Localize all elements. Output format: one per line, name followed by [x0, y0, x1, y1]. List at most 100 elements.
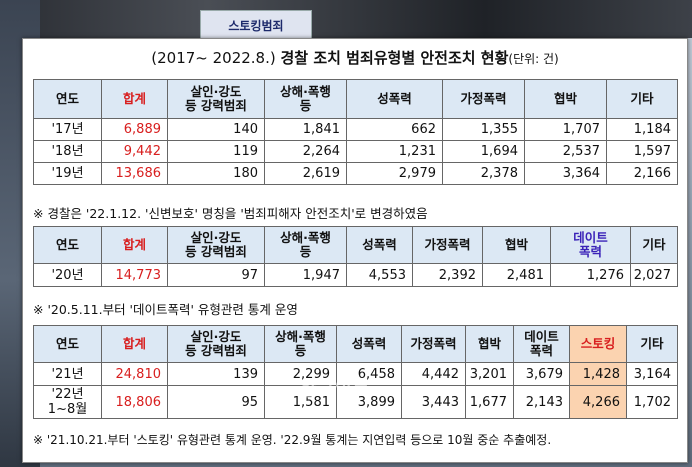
value-cell: 1,841	[264, 118, 347, 141]
column-header: 가정폭력	[442, 79, 525, 119]
table-header-row: 연도 합계 살인·강도 등 강력범죄 상해·폭행 등 성폭력 가정폭력 협박 기타	[33, 79, 678, 119]
value-cell: 140	[167, 118, 265, 141]
column-header: 살인·강도 등 강력범죄	[167, 325, 265, 363]
table-header-row: 연도 합계 살인·강도 등 강력범죄 상해·폭행 등 성폭력 가정폭력 협박 데이트 폭력 스토킹 기타	[33, 325, 678, 363]
column-header: 살인·강도 등 강력범죄	[167, 226, 265, 264]
column-header: 데이트 폭력	[550, 226, 631, 264]
value-cell: 2,264	[264, 140, 347, 163]
table-row: '20년 14,773 97 1,947 4,553 2,392 2,481 1,276 2,0…	[33, 263, 678, 287]
year-cell: '21년	[33, 362, 102, 386]
value-cell: 1,581	[264, 385, 337, 419]
table-2020: 연도 합계 살인·강도 등 강력범죄 상해·폭행 등 성폭력 가정폭력 협박 데이트 폭력 기타 '20…	[33, 226, 678, 287]
column-header: 합계	[101, 325, 168, 363]
tv-caption-label: 스토킹범죄	[228, 19, 284, 33]
column-header: 데이트 폭력	[513, 325, 570, 363]
column-header: 협박	[482, 226, 551, 264]
value-cell: 3,201	[465, 362, 514, 386]
table-row: '17년 6,889 140 1,841 662 1,355 1,707 1,184	[33, 118, 678, 141]
column-header: 합계	[101, 226, 168, 264]
value-cell: 119	[167, 140, 265, 163]
value-cell: 4,553	[346, 263, 413, 287]
title-unit: (단위: 건)	[508, 52, 559, 66]
table-2017-2019: 연도 합계 살인·강도 등 강력범죄 상해·폭행 등 성폭력 가정폭력 협박 기타 '17년 6,88…	[33, 79, 678, 185]
title-main: 경찰 조치 범죄유형별 안전조치 현황	[280, 49, 509, 67]
value-cell: 24,810	[101, 362, 168, 386]
table-row: '19년 13,686 180 2,619 2,979 2,378 3,364 2,166	[33, 162, 678, 185]
column-header: 성폭력	[346, 79, 443, 119]
column-header: 살인·강도 등 강력범죄	[167, 79, 265, 119]
column-header: 협박	[524, 79, 607, 119]
column-header: 기타	[606, 79, 678, 119]
value-cell: 4,442	[401, 362, 466, 386]
value-cell: 4,266	[569, 385, 627, 419]
year-cell: '18년	[33, 140, 102, 163]
value-cell: 14,773	[101, 263, 168, 287]
value-cell: 1,428	[569, 362, 627, 386]
table-2021-2022: 연도 합계 살인·강도 등 강력범죄 상해·폭행 등 성폭력 가정폭력 협박 데이트 폭력 스토킹 기타…	[33, 325, 678, 419]
value-cell: 2,378	[442, 162, 525, 185]
value-cell: 1,694	[442, 140, 525, 163]
column-header: 협박	[465, 325, 514, 363]
value-cell: 97	[167, 263, 265, 287]
value-cell: 3,364	[524, 162, 607, 185]
year-cell: '19년	[33, 162, 102, 185]
value-cell: 9,442	[101, 140, 168, 163]
column-header: 연도	[33, 325, 102, 363]
value-cell: 3,164	[626, 362, 678, 386]
table-row: '18년 9,442 119 2,264 1,231 1,694 2,537 1,597	[33, 140, 678, 163]
value-cell: 2,166	[606, 162, 678, 185]
panel-title: (2017~ 2022.8.) 경찰 조치 범죄유형별 안전조치 현황(단위: …	[23, 47, 687, 68]
value-cell: 2,481	[482, 263, 551, 287]
tv-caption-box: 스토킹범죄	[200, 10, 312, 40]
note-dating-violence: ※ '20.5.11.부터 '데이트폭력' 유형관련 통계 운영	[33, 302, 298, 317]
value-cell: 13,686	[101, 162, 168, 185]
value-cell: 1,276	[550, 263, 631, 287]
value-cell: 1,947	[264, 263, 347, 287]
value-cell: 6,889	[101, 118, 168, 141]
value-cell: 1,677	[465, 385, 514, 419]
value-cell: 2,537	[524, 140, 607, 163]
note-rename: ※ 경찰은 '22.1.12. '신변보호' 명칭을 '범죄피해자 안전조치'로…	[33, 206, 428, 221]
column-header: 성폭력	[346, 226, 413, 264]
column-header: 가정폭력	[412, 226, 483, 264]
note-stalking: ※ '21.10.21.부터 '스토킹' 유형관련 통계 운영. '22.9월 …	[33, 433, 552, 447]
year-cell: '20년	[33, 263, 102, 287]
column-header: 성폭력	[336, 325, 402, 363]
background-top-band	[0, 0, 692, 38]
column-header: 기타	[626, 325, 678, 363]
table-row: '21년 24,810 139 2,299 6,458 4,442 3,201 3,679 1,…	[33, 362, 678, 386]
table-header-row: 연도 합계 살인·강도 등 강력범죄 상해·폭행 등 성폭력 가정폭력 협박 데이트 폭력 기타	[33, 226, 678, 264]
value-cell: 3,443	[401, 385, 466, 419]
value-cell: 1,707	[524, 118, 607, 141]
value-cell: 2,143	[513, 385, 570, 419]
column-header: 스토킹	[569, 325, 627, 363]
value-cell: 1,597	[606, 140, 678, 163]
value-cell: 2,619	[264, 162, 347, 185]
value-cell: 3,679	[513, 362, 570, 386]
column-header: 가정폭력	[401, 325, 466, 363]
column-header: 연도	[33, 79, 102, 119]
value-cell: 662	[346, 118, 443, 141]
value-cell: 2,979	[346, 162, 443, 185]
value-cell: 1,184	[606, 118, 678, 141]
column-header: 연도	[33, 226, 102, 264]
value-cell: 1,702	[626, 385, 678, 419]
year-cell: '22년 1~8월	[33, 385, 102, 419]
column-header: 상해·폭행 등	[264, 325, 337, 363]
value-cell: 2,392	[412, 263, 483, 287]
value-cell: 2,027	[630, 263, 678, 287]
value-cell: 1,231	[346, 140, 443, 163]
value-cell: 139	[167, 362, 265, 386]
title-period: (2017~ 2022.8.)	[151, 49, 276, 67]
column-header: 합계	[101, 79, 168, 119]
value-cell: 95	[167, 385, 265, 419]
column-header: 상해·폭행 등	[264, 79, 347, 119]
value-cell: 1,355	[442, 118, 525, 141]
value-cell: 180	[167, 162, 265, 185]
column-header: 기타	[630, 226, 678, 264]
table-row: '22년 1~8월 18,806 95 1,581 3,899 3,443 1,677 2,14…	[33, 385, 678, 419]
year-cell: '17년	[33, 118, 102, 141]
statistics-panel: (2017~ 2022.8.) 경찰 조치 범죄유형별 안전조치 현황(단위: …	[22, 38, 688, 463]
watermark: 한국일보	[300, 380, 371, 401]
column-header: 상해·폭행 등	[264, 226, 347, 264]
